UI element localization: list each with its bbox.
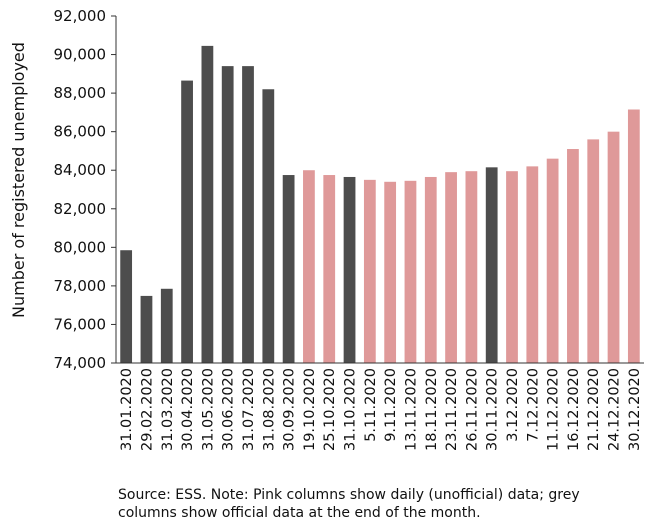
x-tick-label: 30.09.2020 — [282, 368, 298, 451]
y-tick-label: 88,000 — [54, 84, 107, 102]
bar-21.12.2020 — [587, 139, 600, 363]
bar-31.10.2020 — [343, 176, 356, 363]
x-tick-label: 23.11.2020 — [444, 368, 460, 451]
x-tick-label: 9.11.2020 — [383, 368, 399, 442]
bar-24.12.2020 — [607, 131, 620, 363]
x-tick-label: 7.12.2020 — [525, 368, 541, 442]
bar-30.04.2020 — [181, 80, 193, 363]
x-tick-label: 25.10.2020 — [322, 368, 338, 451]
bar-5.11.2020 — [363, 179, 376, 363]
bar-25.10.2020 — [323, 175, 336, 363]
bar-26.11.2020 — [465, 171, 478, 363]
y-tick-label: 80,000 — [54, 238, 107, 256]
x-tick-label: 19.10.2020 — [302, 368, 318, 451]
x-tick-label: 30.11.2020 — [485, 368, 501, 451]
x-tick-label: 31.03.2020 — [160, 368, 176, 451]
y-axis-label: Number of registered unemployed — [9, 42, 28, 318]
x-tick-label: 29.02.2020 — [139, 368, 155, 451]
bar-13.11.2020 — [404, 180, 417, 363]
x-tick-label: 18.11.2020 — [424, 368, 440, 451]
y-tick-label: 76,000 — [54, 315, 107, 333]
y-tick-label: 86,000 — [54, 123, 107, 141]
axes-group — [115, 16, 644, 364]
bar-16.12.2020 — [567, 149, 579, 363]
y-ticks-group: 74,000 76,000 78,000 80,000 82,000 84,000 86,0… — [54, 7, 116, 372]
x-tick-label: 31.01.2020 — [119, 368, 135, 451]
x-tick-label: 26.11.2020 — [464, 368, 480, 451]
x-tick-label: 5.11.2020 — [363, 368, 379, 442]
bar-23.11.2020 — [445, 172, 457, 363]
bar-3.12.2020 — [506, 171, 518, 363]
y-tick-label: 78,000 — [54, 277, 107, 295]
y-tick-label: 84,000 — [54, 161, 107, 179]
bar-30.06.2020 — [221, 66, 234, 364]
x-tick-label: 16.12.2020 — [566, 368, 582, 451]
bar-9.11.2020 — [384, 181, 397, 363]
bar-31.08.2020 — [262, 89, 275, 363]
x-tick-label: 31.10.2020 — [343, 368, 359, 451]
x-tick-label: 31.05.2020 — [200, 368, 216, 451]
x-tick-label: 31.08.2020 — [261, 368, 277, 451]
x-tick-label: 24.12.2020 — [607, 368, 623, 451]
bar-19.10.2020 — [303, 170, 315, 363]
y-tick-label: 82,000 — [54, 200, 107, 218]
bar-7.12.2020 — [526, 166, 539, 363]
bar-30.12.2020 — [627, 109, 640, 363]
x-tick-label: 31.07.2020 — [241, 368, 257, 451]
y-tick-label: 90,000 — [54, 46, 107, 64]
x-tick-label: 3.12.2020 — [505, 368, 521, 442]
bar-30.09.2020 — [282, 175, 295, 363]
bar-30.11.2020 — [485, 167, 498, 363]
bar-chart: Number of registered unemployed 74,000 76… — [9, 7, 644, 451]
x-tick-label: 30.04.2020 — [180, 368, 196, 451]
x-tick-label: 21.12.2020 — [586, 368, 602, 451]
bar-18.11.2020 — [424, 176, 437, 363]
bar-31.01.2020 — [120, 250, 133, 363]
x-tick-label: 13.11.2020 — [403, 368, 419, 451]
x-tick-label: 30.12.2020 — [627, 368, 643, 451]
y-axis-label-group: Number of registered unemployed — [9, 42, 28, 318]
bar-31.05.2020 — [201, 45, 214, 363]
bar-31.03.2020 — [160, 288, 173, 363]
y-tick-label: 92,000 — [54, 7, 107, 25]
bar-11.12.2020 — [546, 158, 559, 363]
x-tick-label: 11.12.2020 — [546, 368, 562, 451]
y-tick-label: 74,000 — [54, 354, 107, 372]
bar-31.07.2020 — [242, 66, 254, 364]
x-tick-label: 30.06.2020 — [221, 368, 237, 451]
bars-group — [120, 45, 640, 364]
bar-29.02.2020 — [140, 295, 153, 363]
chart-source-note: Source: ESS. Note: Pink columns show dai… — [118, 487, 580, 521]
x-ticks-group: 31.01.2020 29.02.2020 31.03.2020 30.04.2020… — [119, 368, 643, 451]
